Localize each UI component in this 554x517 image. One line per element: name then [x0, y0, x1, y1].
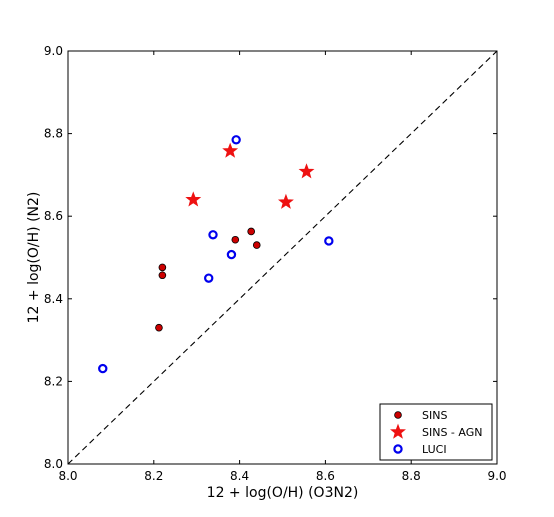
y-tick-label: 8.2: [44, 374, 63, 388]
legend-label: SINS - AGN: [422, 426, 482, 439]
data-point: [204, 273, 214, 283]
legend-marker: [390, 423, 406, 439]
data-point: [324, 236, 334, 246]
data-point: [155, 323, 163, 332]
legend-marker: [393, 444, 403, 454]
data-point: [252, 241, 261, 249]
y-axis-label: 12 + log(O/H) (N2): [26, 192, 42, 324]
data-point: [277, 193, 294, 209]
x-axis-label: 12 + log(O/H) (O3N2): [207, 485, 359, 501]
data-point: [222, 142, 239, 158]
data-point: [98, 363, 108, 374]
data-point: [298, 163, 315, 179]
x-tick-label: 8.8: [402, 469, 421, 483]
x-tick-label: 8.6: [316, 469, 335, 483]
data-point: [208, 230, 218, 240]
data-point: [158, 263, 167, 272]
data-point: [247, 227, 255, 236]
y-tick-label: 8.0: [44, 457, 63, 471]
x-tick-label: 9.0: [487, 469, 506, 483]
legend-label: SINS: [422, 409, 447, 422]
x-tick-label: 8.4: [230, 469, 249, 483]
legend-marker: [394, 411, 402, 419]
y-tick-label: 8.4: [44, 292, 63, 306]
y-tick-label: 8.6: [44, 209, 63, 223]
data-point: [185, 191, 202, 207]
data-point: [226, 249, 237, 260]
y-tick-label: 9.0: [44, 44, 63, 58]
series-sins-agn: [185, 142, 315, 209]
legend-label: LUCI: [422, 443, 447, 456]
y-tick-label: 8.8: [44, 127, 63, 141]
x-tick-label: 8.0: [58, 469, 77, 483]
plot-frame: [67, 50, 498, 465]
legend: SINS SINS - AGN LUCI: [379, 403, 493, 461]
series-luci: [98, 135, 334, 374]
x-tick-label: 8.2: [144, 469, 163, 483]
data-point: [231, 135, 241, 145]
series-sins: [155, 227, 261, 332]
data-point: [158, 271, 167, 280]
data-point: [231, 235, 240, 244]
